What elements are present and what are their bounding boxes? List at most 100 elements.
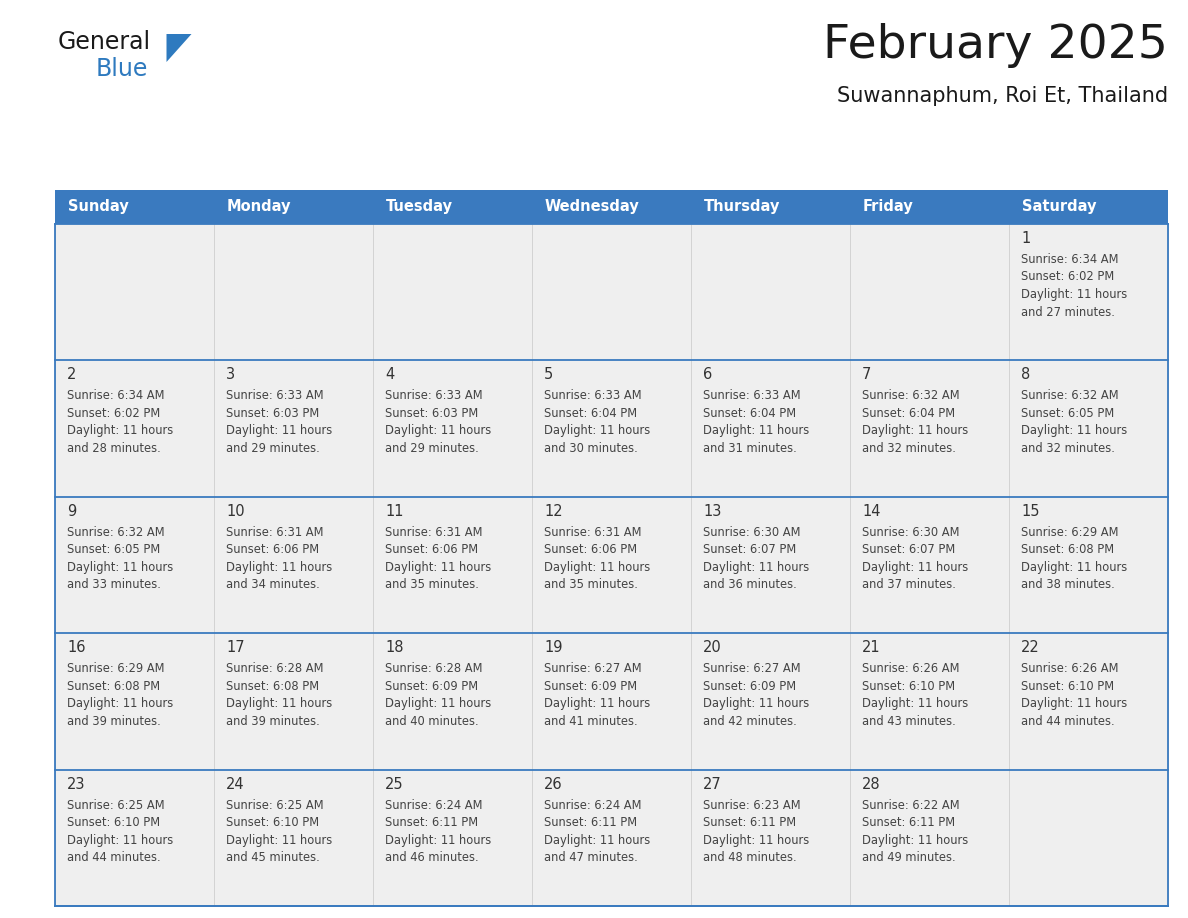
Text: Sunset: 6:05 PM: Sunset: 6:05 PM [1020,407,1114,420]
Text: Daylight: 11 hours: Daylight: 11 hours [67,697,173,711]
Text: Daylight: 11 hours: Daylight: 11 hours [544,561,650,574]
Text: Sunrise: 6:32 AM: Sunrise: 6:32 AM [862,389,960,402]
Text: 2: 2 [67,367,76,383]
Text: 27: 27 [703,777,722,791]
Text: and 44 minutes.: and 44 minutes. [67,851,160,864]
Bar [55,224,214,361]
Text: 14: 14 [862,504,880,519]
Text: Sunrise: 6:30 AM: Sunrise: 6:30 AM [703,526,801,539]
Text: Sunset: 6:07 PM: Sunset: 6:07 PM [703,543,796,556]
Text: and 28 minutes.: and 28 minutes. [67,442,160,455]
Text: Sunrise: 6:33 AM: Sunrise: 6:33 AM [544,389,642,402]
Text: 13: 13 [703,504,721,519]
Text: 28: 28 [862,777,880,791]
Text: Sunset: 6:11 PM: Sunset: 6:11 PM [862,816,955,829]
Bar [214,633,373,769]
Text: Daylight: 11 hours: Daylight: 11 hours [544,697,650,711]
Text: 9: 9 [67,504,76,519]
Text: 3: 3 [226,367,235,383]
Text: and 46 minutes.: and 46 minutes. [385,851,479,864]
Text: Daylight: 11 hours: Daylight: 11 hours [862,697,968,711]
Text: 5: 5 [544,367,554,383]
Text: Sunrise: 6:31 AM: Sunrise: 6:31 AM [226,526,323,539]
Bar [1009,224,1168,361]
Text: Daylight: 11 hours: Daylight: 11 hours [226,424,333,437]
Text: Sunset: 6:10 PM: Sunset: 6:10 PM [862,679,955,693]
Bar [373,633,532,769]
Text: Sunrise: 6:30 AM: Sunrise: 6:30 AM [862,526,960,539]
Text: and 32 minutes.: and 32 minutes. [1020,442,1114,455]
Text: Sunrise: 6:22 AM: Sunrise: 6:22 AM [862,799,960,812]
Bar [55,190,1168,224]
Bar [1009,769,1168,906]
Text: and 44 minutes.: and 44 minutes. [1020,715,1114,728]
Bar [55,497,214,633]
Text: Sunrise: 6:29 AM: Sunrise: 6:29 AM [1020,526,1118,539]
Text: and 41 minutes.: and 41 minutes. [544,715,638,728]
Text: Tuesday: Tuesday [386,199,453,215]
Text: Daylight: 11 hours: Daylight: 11 hours [1020,697,1127,711]
Text: and 39 minutes.: and 39 minutes. [226,715,320,728]
Bar [373,224,532,361]
Text: Thursday: Thursday [704,199,781,215]
Bar [1009,361,1168,497]
Text: 20: 20 [703,640,722,655]
Text: Sunrise: 6:31 AM: Sunrise: 6:31 AM [544,526,642,539]
Text: Sunrise: 6:32 AM: Sunrise: 6:32 AM [67,526,165,539]
Text: Sunset: 6:03 PM: Sunset: 6:03 PM [226,407,320,420]
Text: and 48 minutes.: and 48 minutes. [703,851,797,864]
Text: 4: 4 [385,367,394,383]
Text: 25: 25 [385,777,404,791]
Bar [849,497,1009,633]
Text: 23: 23 [67,777,86,791]
Text: 11: 11 [385,504,404,519]
Text: Daylight: 11 hours: Daylight: 11 hours [544,834,650,846]
Text: Sunset: 6:11 PM: Sunset: 6:11 PM [385,816,478,829]
Bar [532,224,691,361]
Text: Sunrise: 6:27 AM: Sunrise: 6:27 AM [544,662,642,676]
Text: Sunset: 6:06 PM: Sunset: 6:06 PM [544,543,637,556]
Text: Sunset: 6:08 PM: Sunset: 6:08 PM [226,679,320,693]
Bar [373,361,532,497]
Bar [373,769,532,906]
Bar [691,497,849,633]
Text: and 32 minutes.: and 32 minutes. [862,442,956,455]
Text: Sunrise: 6:28 AM: Sunrise: 6:28 AM [226,662,323,676]
Bar [691,633,849,769]
Text: 1: 1 [1020,231,1030,246]
Bar [55,769,214,906]
Text: 17: 17 [226,640,245,655]
Text: Sunset: 6:04 PM: Sunset: 6:04 PM [544,407,637,420]
Text: Sunset: 6:09 PM: Sunset: 6:09 PM [385,679,478,693]
Text: Sunrise: 6:26 AM: Sunrise: 6:26 AM [862,662,960,676]
Text: Sunset: 6:03 PM: Sunset: 6:03 PM [385,407,479,420]
Bar [55,633,214,769]
Text: and 34 minutes.: and 34 minutes. [226,578,320,591]
Text: Sunrise: 6:24 AM: Sunrise: 6:24 AM [544,799,642,812]
Bar [532,769,691,906]
Bar [1009,497,1168,633]
Text: and 27 minutes.: and 27 minutes. [1020,306,1114,319]
Text: Sunrise: 6:31 AM: Sunrise: 6:31 AM [385,526,482,539]
Text: 12: 12 [544,504,563,519]
Bar [849,224,1009,361]
Text: Sunrise: 6:26 AM: Sunrise: 6:26 AM [1020,662,1118,676]
Text: Daylight: 11 hours: Daylight: 11 hours [226,834,333,846]
Text: Suwannaphum, Roi Et, Thailand: Suwannaphum, Roi Et, Thailand [836,86,1168,106]
Text: Daylight: 11 hours: Daylight: 11 hours [703,834,809,846]
Text: Monday: Monday [227,199,291,215]
Text: and 29 minutes.: and 29 minutes. [226,442,320,455]
Text: Sunset: 6:10 PM: Sunset: 6:10 PM [1020,679,1114,693]
Text: and 37 minutes.: and 37 minutes. [862,578,956,591]
Text: Friday: Friday [862,199,914,215]
Text: Sunset: 6:04 PM: Sunset: 6:04 PM [703,407,796,420]
Text: Daylight: 11 hours: Daylight: 11 hours [67,834,173,846]
Text: and 40 minutes.: and 40 minutes. [385,715,479,728]
Bar [849,769,1009,906]
Text: and 38 minutes.: and 38 minutes. [1020,578,1114,591]
Text: and 36 minutes.: and 36 minutes. [703,578,797,591]
Text: Sunset: 6:09 PM: Sunset: 6:09 PM [544,679,637,693]
Text: and 35 minutes.: and 35 minutes. [385,578,479,591]
Bar [532,361,691,497]
Text: Sunrise: 6:25 AM: Sunrise: 6:25 AM [67,799,165,812]
